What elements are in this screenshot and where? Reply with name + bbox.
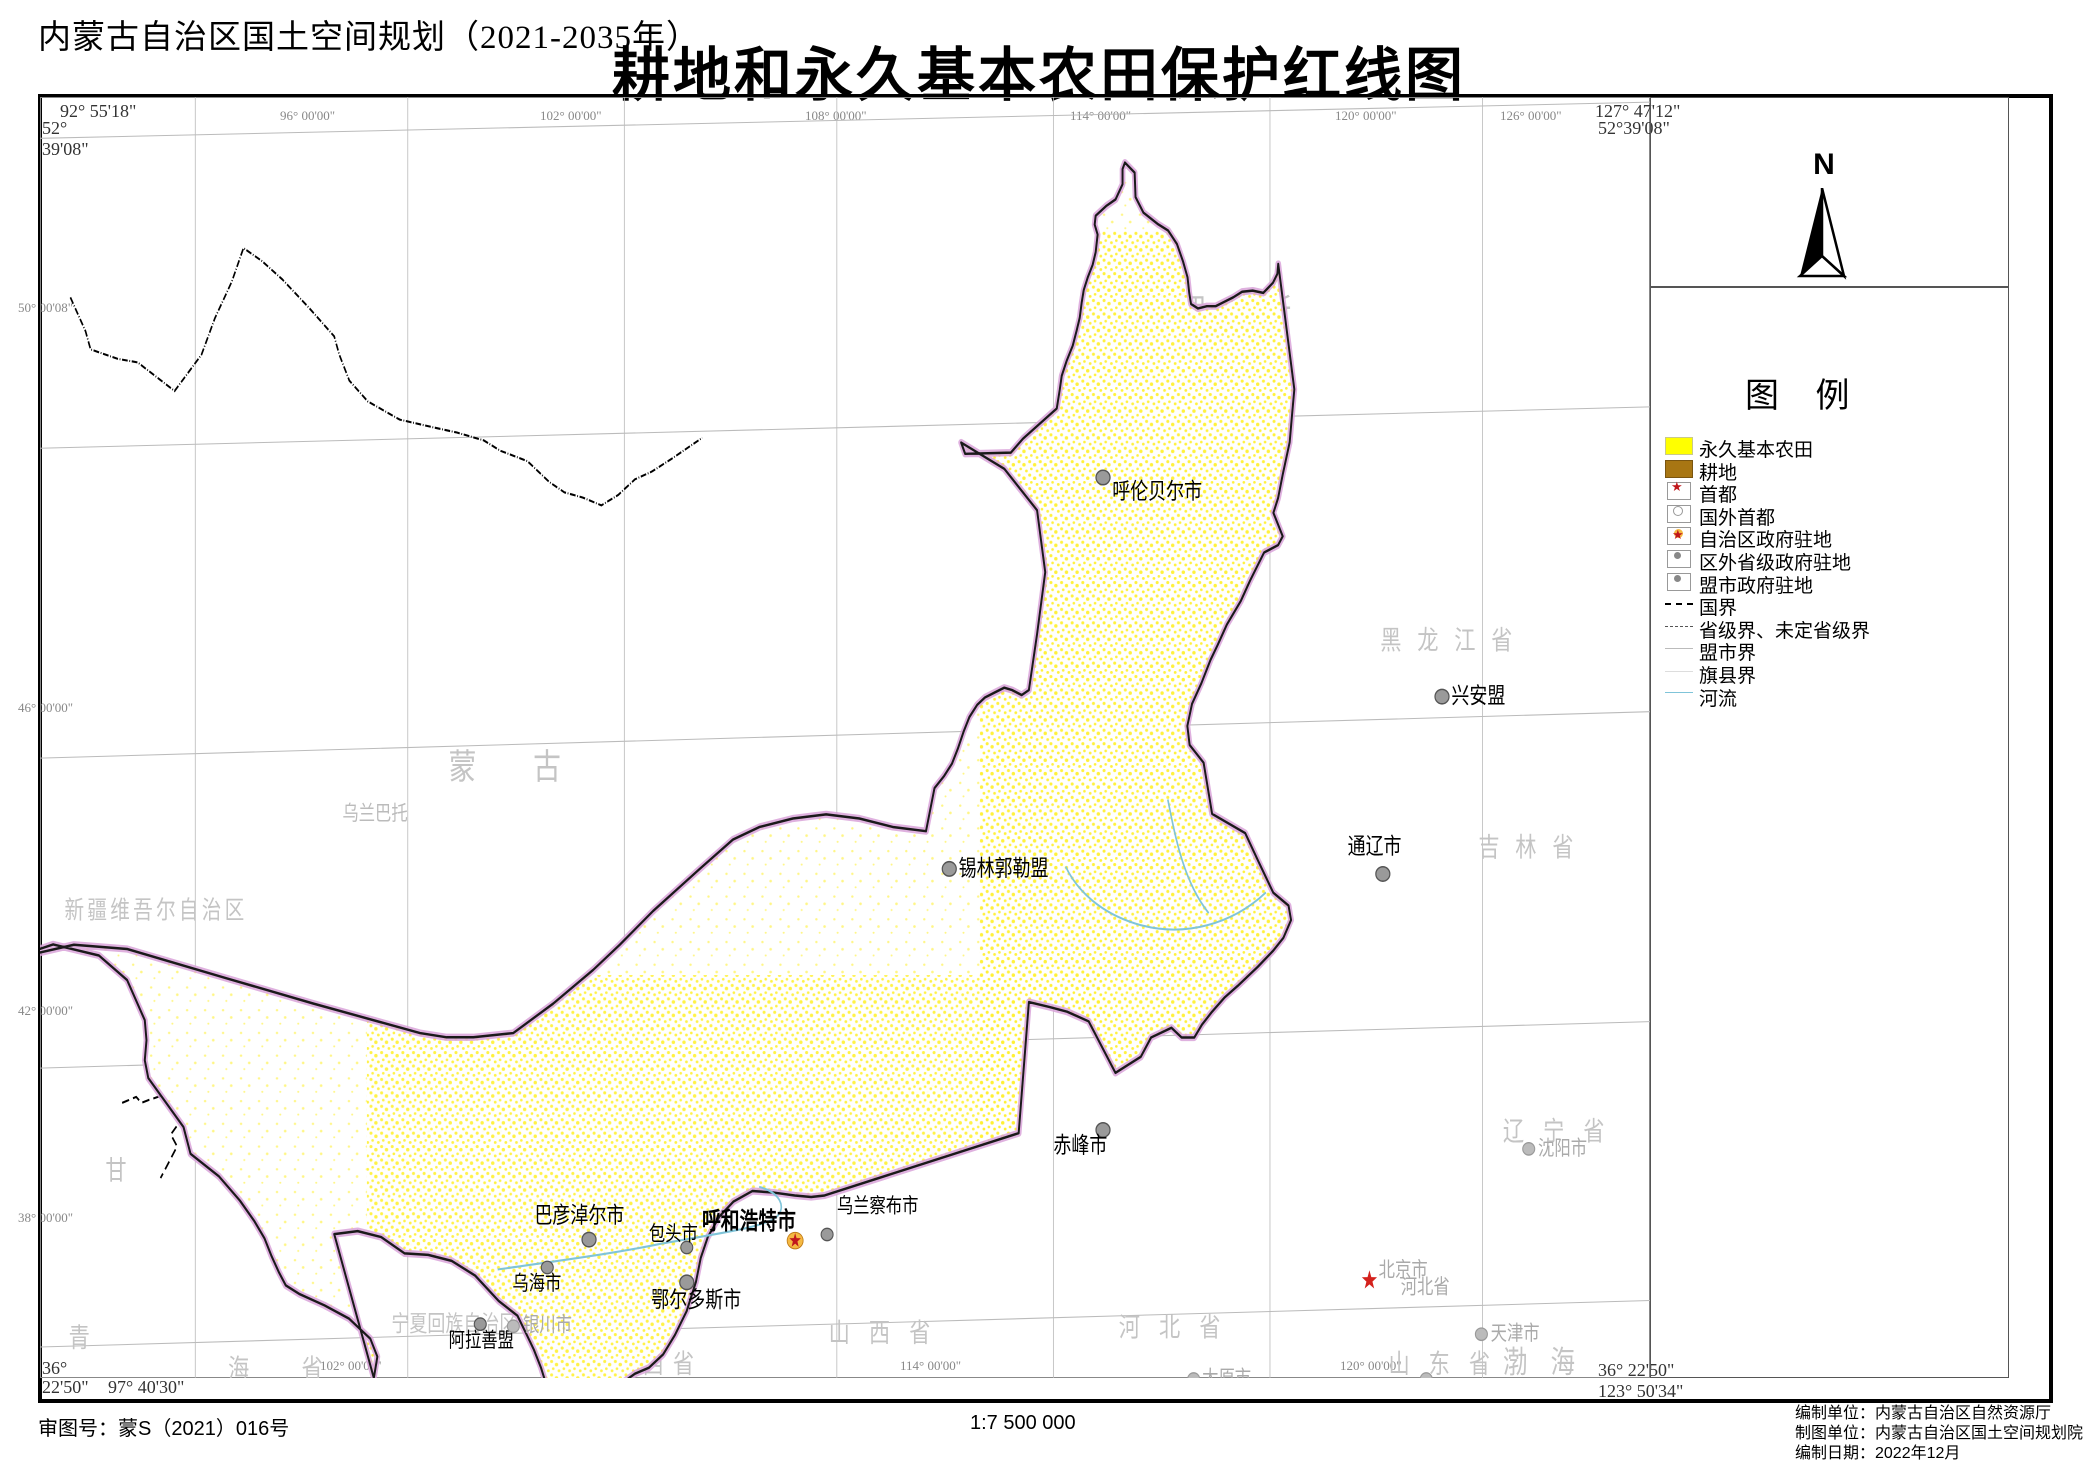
svg-text:省: 省 (302, 1355, 325, 1378)
svg-text:鄂尔多斯市: 鄂尔多斯市 (651, 1288, 741, 1314)
svg-text:天津市: 天津市 (1491, 1321, 1540, 1344)
svg-text:海: 海 (228, 1355, 249, 1378)
svg-text:新疆维吾尔自治区: 新疆维吾尔自治区 (65, 896, 248, 924)
svg-text:巴彦淖尔市: 巴彦淖尔市 (534, 1203, 624, 1229)
svg-text:包头市: 包头市 (649, 1222, 698, 1245)
svg-text:银川市: 银川市 (523, 1313, 572, 1336)
svg-text:山 西 省: 山 西 省 (829, 1319, 937, 1349)
svg-text:乌兰巴托: 乌兰巴托 (342, 801, 407, 824)
svg-text:河北省: 河北省 (1401, 1274, 1450, 1297)
svg-text:吉 林 省: 吉 林 省 (1478, 833, 1578, 863)
svg-text:乌兰察布市: 乌兰察布市 (837, 1194, 919, 1217)
svg-text:山 东 省: 山 东 省 (1388, 1350, 1496, 1378)
svg-text:呼和浩特市: 呼和浩特市 (702, 1207, 796, 1235)
svg-text:渤 海: 渤 海 (1503, 1345, 1583, 1378)
svg-text:乌海市: 乌海市 (512, 1271, 561, 1294)
svg-text:阿拉善盟: 阿拉善盟 (449, 1328, 514, 1351)
svg-text:呼伦贝尔市: 呼伦贝尔市 (1112, 479, 1202, 505)
svg-text:赤峰市: 赤峰市 (1053, 1133, 1107, 1159)
svg-text:黑 龙 江 省: 黑 龙 江 省 (1380, 626, 1517, 656)
svg-text:青: 青 (69, 1324, 90, 1354)
svg-text:兴安盟: 兴安盟 (1451, 683, 1505, 709)
svg-text:蒙 古: 蒙 古 (449, 747, 586, 787)
svg-text:锡林郭勒盟: 锡林郭勒盟 (959, 856, 1049, 882)
svg-text:太原市: 太原市 (1202, 1366, 1251, 1378)
svg-text:通辽市: 通辽市 (1348, 834, 1402, 860)
svg-text:河 北 省: 河 北 省 (1119, 1313, 1227, 1343)
svg-text:甘: 甘 (105, 1156, 126, 1186)
svg-text:沈阳市: 沈阳市 (1538, 1136, 1587, 1159)
